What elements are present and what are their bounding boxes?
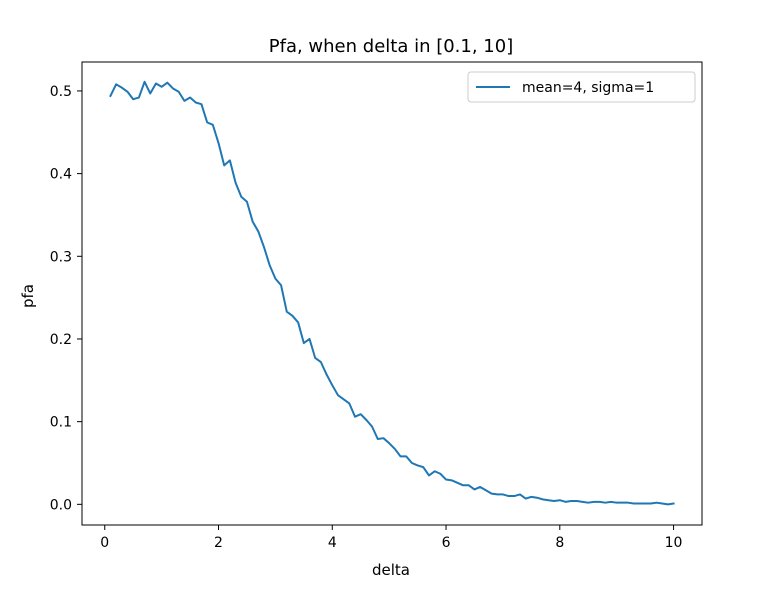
plot-area: 0 2 4 6 8 10 0.0 0.1 0.2 0.3 0.4 0.5 xyxy=(50,61,703,551)
y-axis-label: pfa xyxy=(19,284,37,308)
x-tick-label: 4 xyxy=(328,535,337,551)
chart-title: Pfa, when delta in [0.1, 10] xyxy=(269,36,513,57)
x-tick-label: 8 xyxy=(555,535,564,551)
legend: mean=4, sigma=1 xyxy=(467,71,696,103)
x-tick-label: 2 xyxy=(214,535,223,551)
y-tick-label: 0.4 xyxy=(50,167,72,183)
y-tick-label: 0.0 xyxy=(50,497,72,513)
x-axis-label: delta xyxy=(372,561,410,579)
legend-label: mean=4, sigma=1 xyxy=(522,80,654,96)
y-tick-label: 0.5 xyxy=(50,84,72,100)
y-tick-label: 0.3 xyxy=(50,249,72,265)
x-tick-label: 0 xyxy=(100,535,109,551)
legend-box xyxy=(467,71,696,103)
y-tick-label: 0.2 xyxy=(50,332,72,348)
x-tick-label: 6 xyxy=(442,535,451,551)
axes-frame xyxy=(81,61,703,526)
series-line-0 xyxy=(109,80,675,506)
x-tick-label: 10 xyxy=(665,535,683,551)
y-tick-label: 0.1 xyxy=(50,415,72,431)
